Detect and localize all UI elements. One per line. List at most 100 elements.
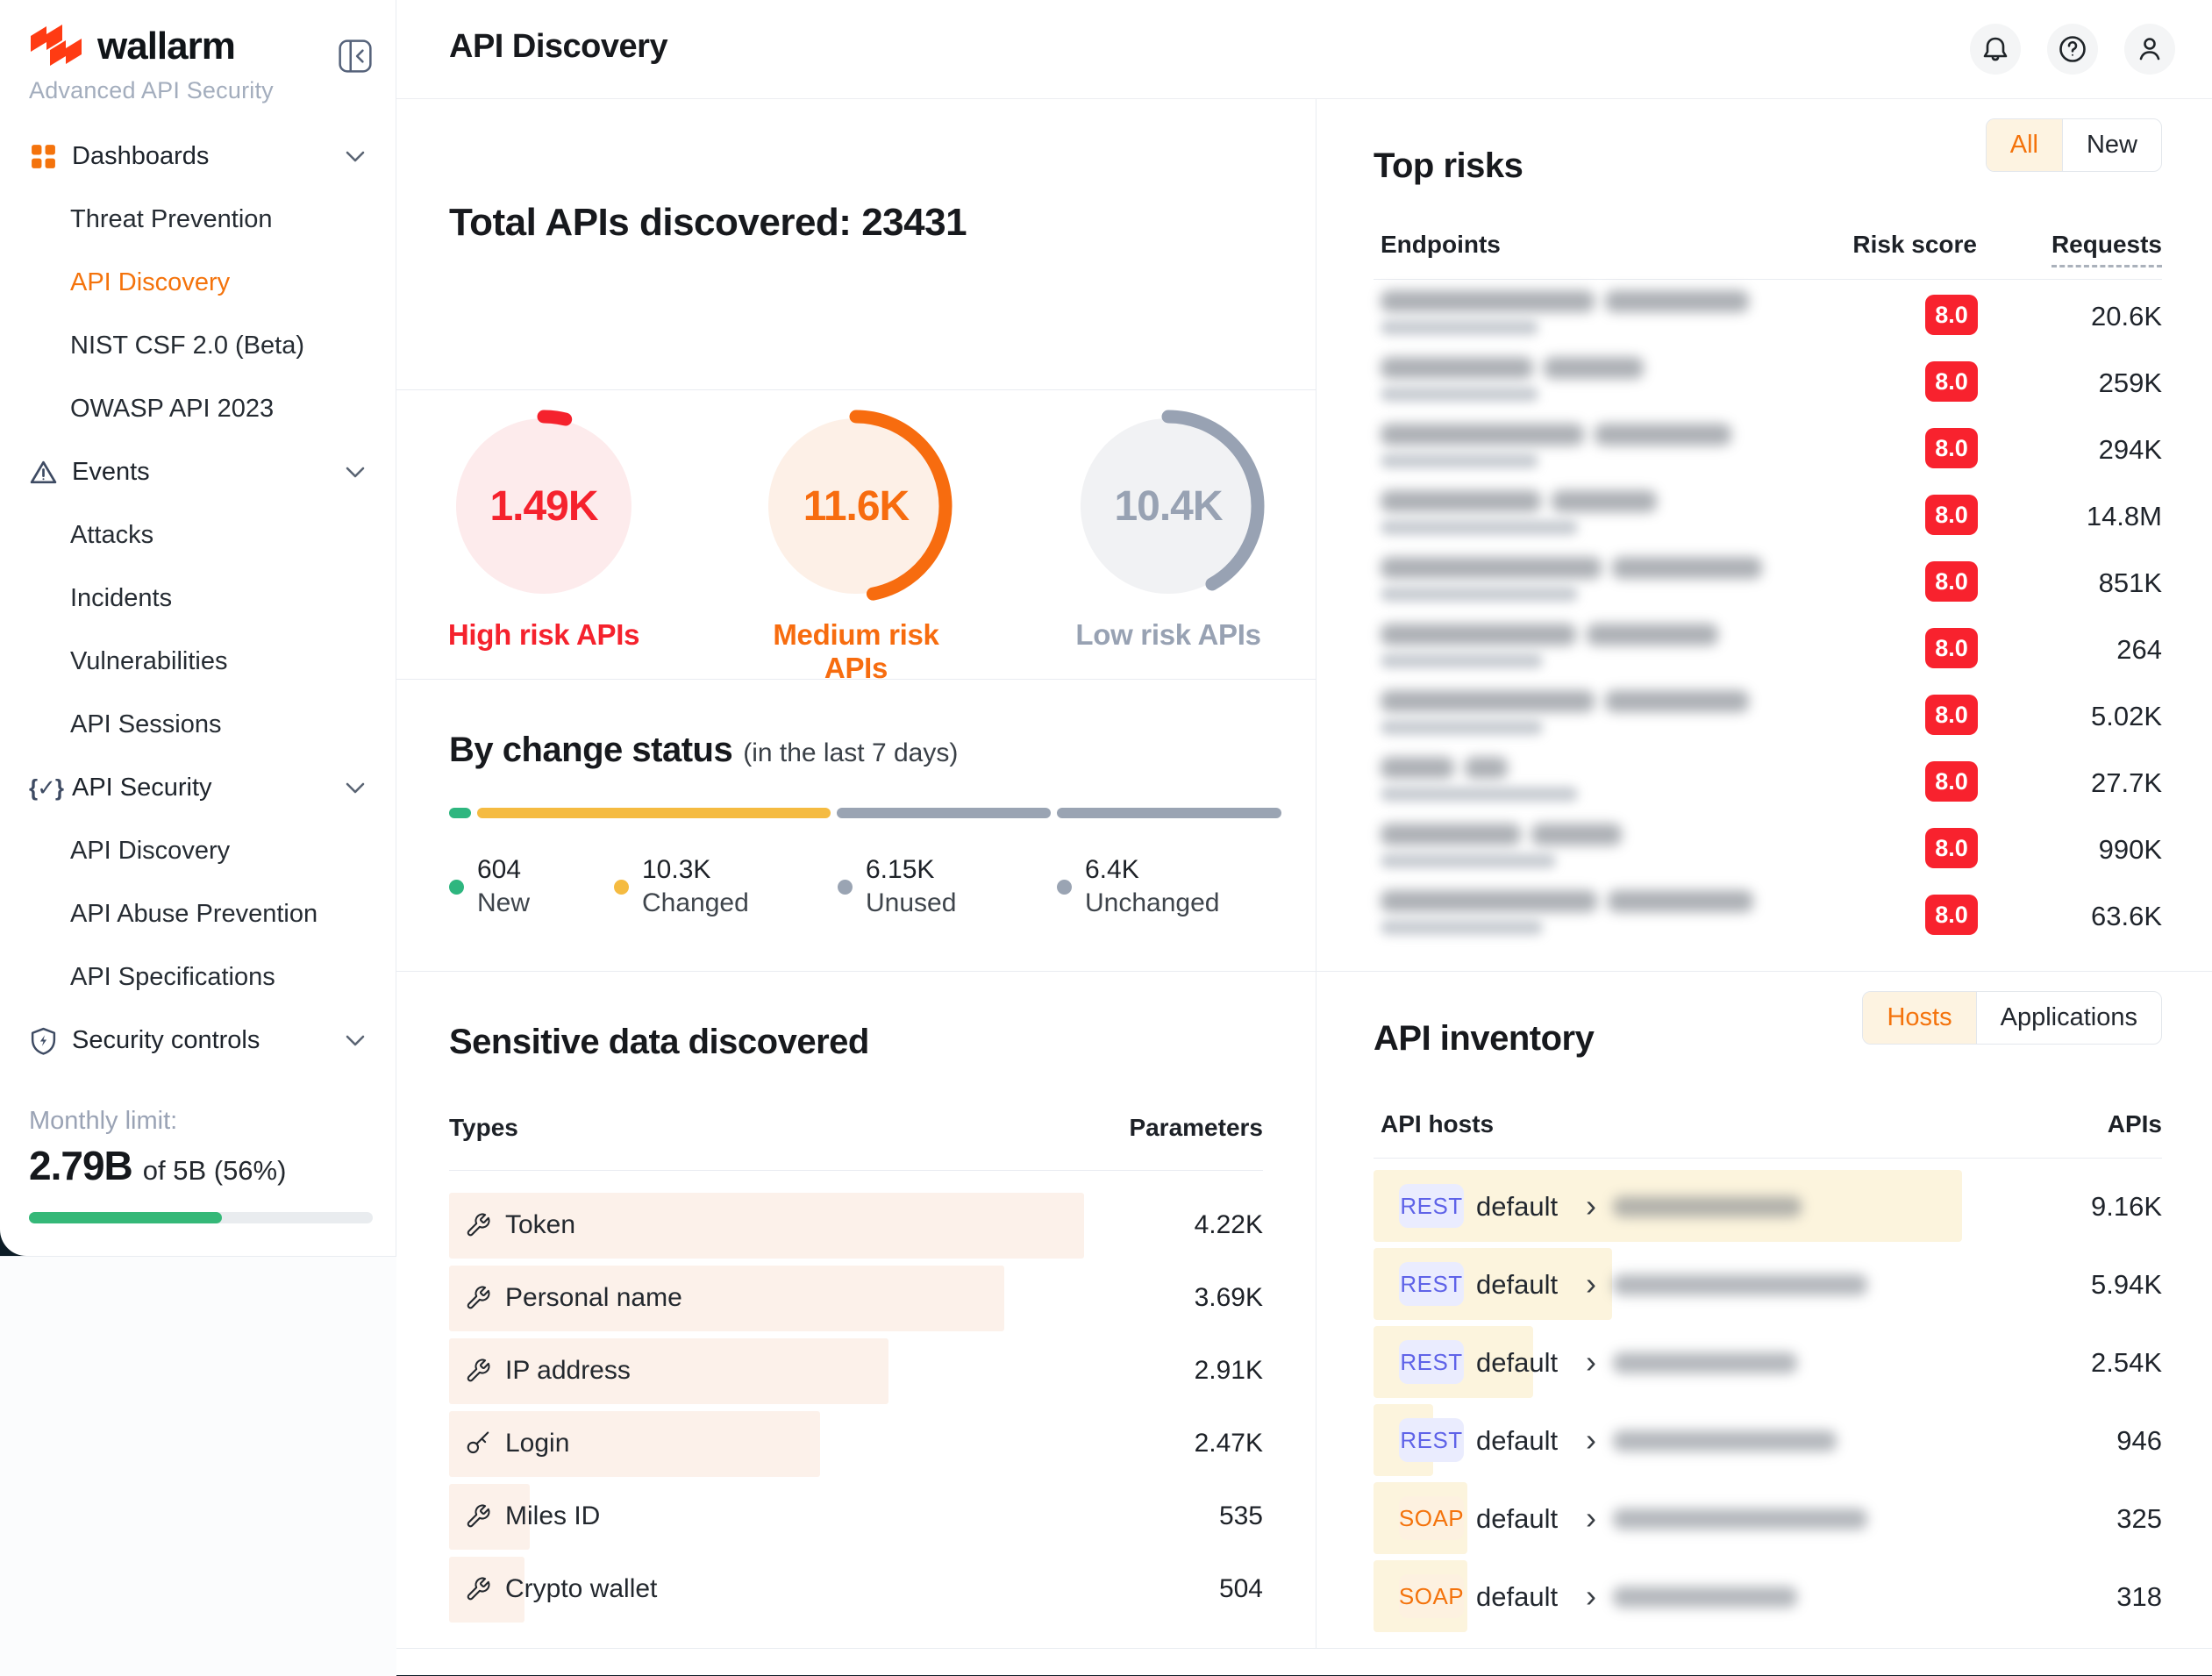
top-risk-row[interactable]: 8.0 851K <box>1374 548 2162 615</box>
parameters-value: 535 <box>1218 1501 1263 1530</box>
sidebar-group-security-controls[interactable]: Security controls <box>0 1009 396 1072</box>
sensitive-data-row[interactable]: Token 4.22K <box>449 1193 1263 1259</box>
top-risk-row[interactable]: 8.0 264 <box>1374 615 2162 681</box>
host-name-blurred <box>1613 1430 1837 1451</box>
top-risks-toggle: All New <box>1985 118 2162 172</box>
inventory-view-applications[interactable]: Applications <box>1975 992 2161 1044</box>
column-header-types: Types <box>449 1114 518 1141</box>
api-host-row[interactable]: REST default › 5.94K <box>1374 1248 2162 1320</box>
risk-circle-label: Medium risk APIs <box>773 618 939 684</box>
api-host-row[interactable]: REST default › 946 <box>1374 1404 2162 1476</box>
sidebar-item-api-sessions[interactable]: API Sessions <box>70 710 222 738</box>
chevron-down-icon <box>346 467 365 482</box>
help-button[interactable] <box>2047 24 2098 75</box>
parameters-value: 3.69K <box>1194 1283 1263 1312</box>
sidebar-group-events[interactable]: Events <box>0 440 396 503</box>
sensitive-data-row[interactable]: Personal name 3.69K <box>449 1266 1263 1331</box>
sidebar-item-threat-prevention[interactable]: Threat Prevention <box>70 204 273 233</box>
top-risk-row[interactable]: 8.0 259K <box>1374 348 2162 415</box>
endpoint-redacted <box>1381 357 1644 402</box>
column-header-requests-sorted[interactable]: Requests <box>2051 231 2162 267</box>
help-icon <box>2059 36 2086 62</box>
sidebar-item-owasp-api-2023[interactable]: OWASP API 2023 <box>70 394 275 423</box>
wrench-icon <box>465 1503 491 1534</box>
shield-icon <box>29 1026 61 1055</box>
apis-count: 2.54K <box>2090 1347 2162 1378</box>
top-risk-row[interactable]: 8.0 20.6K <box>1374 282 2162 348</box>
chevron-right-icon: › <box>1586 1578 1596 1614</box>
sensitive-data-panel: Sensitive data discovered Types Paramete… <box>396 972 1316 1649</box>
total-apis-panel: Total APIs discovered: 23431 <box>396 99 1316 390</box>
status-segment-new <box>449 808 472 818</box>
brand-subtitle: Advanced API Security <box>29 77 274 103</box>
top-risk-row[interactable]: 8.0 990K <box>1374 815 2162 881</box>
protocol-badge: REST <box>1399 1262 1464 1306</box>
api-host-row[interactable]: SOAP default › 318 <box>1374 1560 2162 1632</box>
endpoint-name-blurred <box>1381 890 1753 912</box>
status-segment-unused <box>836 808 1051 818</box>
sidebar-item-vulnerabilities[interactable]: Vulnerabilities <box>70 646 228 675</box>
value-bar <box>449 1266 1004 1331</box>
legend-label: Unused <box>866 888 957 917</box>
sensitive-data-row[interactable]: IP address 2.91K <box>449 1338 1263 1404</box>
sidebar-item-incidents[interactable]: Incidents <box>70 583 173 612</box>
value-bar <box>449 1411 821 1477</box>
change-status-title: By change status (in the last 7 days) <box>449 731 959 769</box>
top-risk-row[interactable]: 8.0 294K <box>1374 415 2162 481</box>
sensitive-data-row[interactable]: Login 2.47K <box>449 1411 1263 1477</box>
endpoint-name-blurred <box>1381 824 1622 845</box>
endpoint-name-blurred <box>1381 357 1644 379</box>
sidebar-item-api-abuse-prevention[interactable]: API Abuse Prevention <box>70 899 318 928</box>
endpoint-redacted <box>1381 557 1762 602</box>
application-label: default <box>1476 1503 1559 1534</box>
protocol-badge: REST <box>1399 1340 1464 1384</box>
data-type-label: Crypto wallet <box>505 1574 658 1603</box>
main-area: API Discovery Tota <box>396 0 2212 1675</box>
top-risks-filter-all[interactable]: All <box>1986 119 2062 171</box>
top-risk-row[interactable]: 8.0 14.8M <box>1374 481 2162 548</box>
legend-item: 6.4K Unchanged <box>1057 853 1219 920</box>
protocol-badge: REST <box>1399 1184 1464 1228</box>
sensitive-data-row[interactable]: Crypto wallet 504 <box>449 1557 1263 1623</box>
apis-count: 946 <box>2116 1425 2162 1456</box>
notifications-button[interactable] <box>1970 24 2021 75</box>
risk-score-badge: 8.0 <box>1925 495 1978 535</box>
sidebar-item-api-discovery[interactable]: API Discovery <box>70 836 231 865</box>
risk-circle-value: 11.6K <box>803 482 910 530</box>
risk-circle: 10.4K Low risk APIs <box>1072 410 1265 652</box>
warning-icon <box>29 458 61 487</box>
host-name-blurred <box>1613 1352 1797 1373</box>
braces-icon: {✓} <box>29 774 64 801</box>
endpoint-name-blurred <box>1381 557 1762 579</box>
api-inventory-title: API inventory <box>1374 1019 1595 1058</box>
data-type-label: Miles ID <box>505 1501 601 1530</box>
api-host-row[interactable]: SOAP default › 325 <box>1374 1482 2162 1554</box>
total-apis-value: 23431 <box>861 201 967 244</box>
legend-label: Unchanged <box>1085 888 1220 917</box>
sidebar-collapse-button[interactable] <box>338 39 373 74</box>
page-header: API Discovery <box>396 0 2212 99</box>
sidebar-item-api-discovery[interactable]: API Discovery <box>70 267 231 296</box>
endpoint-name-blurred <box>1381 690 1749 712</box>
top-risks-filter-new[interactable]: New <box>2061 119 2161 171</box>
wrench-icon <box>465 1576 491 1607</box>
api-host-row[interactable]: REST default › 2.54K <box>1374 1326 2162 1398</box>
top-risks-panel: Top risks All New Endpoints Risk score Re… <box>1316 99 2212 972</box>
sensitive-data-row[interactable]: Miles ID 535 <box>449 1484 1263 1550</box>
sidebar-group-api-security[interactable]: {✓} API Security <box>0 756 396 819</box>
total-apis-title: Total APIs discovered: 23431 <box>449 201 967 244</box>
top-risk-row[interactable]: 8.0 63.6K <box>1374 881 2162 948</box>
risk-score-badge: 8.0 <box>1925 628 1978 668</box>
status-segment-changed <box>477 808 831 818</box>
endpoint-name-blurred <box>1381 490 1657 512</box>
sidebar-group-dashboards[interactable]: Dashboards <box>0 125 396 188</box>
top-risk-row[interactable]: 8.0 5.02K <box>1374 681 2162 748</box>
inventory-view-hosts[interactable]: Hosts <box>1863 992 1976 1044</box>
profile-button[interactable] <box>2124 24 2175 75</box>
sidebar-item-attacks[interactable]: Attacks <box>70 520 154 549</box>
sidebar-item-api-specifications[interactable]: API Specifications <box>70 962 275 991</box>
endpoint-redacted <box>1381 824 1622 868</box>
api-host-row[interactable]: REST default › 9.16K <box>1374 1170 2162 1242</box>
sidebar-item-nist-csf-2-0-beta-[interactable]: NIST CSF 2.0 (Beta) <box>70 331 304 360</box>
top-risk-row[interactable]: 8.0 27.7K <box>1374 748 2162 815</box>
